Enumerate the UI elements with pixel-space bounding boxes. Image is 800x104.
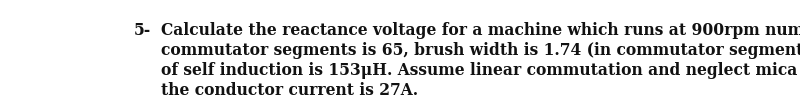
Text: Calculate the reactance voltage for a machine which runs at 900rpm number of: Calculate the reactance voltage for a ma… [161,22,800,39]
Text: of self induction is 153μH. Assume linear commutation and neglect mica thickness: of self induction is 153μH. Assume linea… [161,62,800,79]
Text: commutator segments is 65, brush width is 1.74 (in commutator segments), coeffic: commutator segments is 65, brush width i… [161,42,800,59]
Text: the conductor current is 27A.: the conductor current is 27A. [161,82,418,99]
Text: 5-: 5- [134,22,151,39]
